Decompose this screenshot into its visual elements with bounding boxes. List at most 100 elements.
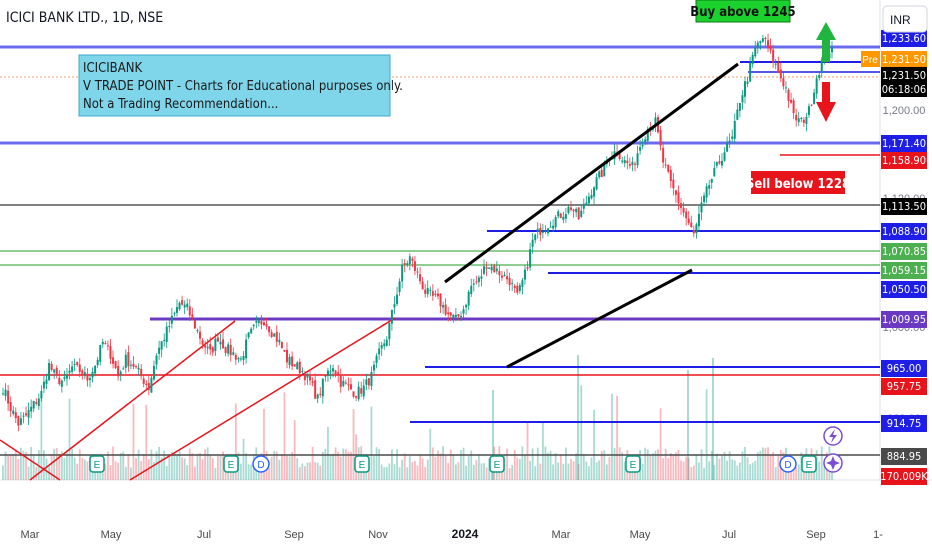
volume-bar [577,463,580,480]
price-level-label: 1,059.15 [881,262,927,279]
volume-spike [712,358,714,480]
volume-bar [434,457,437,480]
horizontal-levels [0,45,880,456]
candle [682,202,685,217]
candle [390,309,393,331]
lightning-icon[interactable] [823,426,843,446]
candle [63,370,66,382]
candle [173,311,176,317]
volume-bar [391,449,393,480]
candle [60,379,63,393]
volume-bar [135,458,137,480]
volume-bar [754,461,757,480]
volume-bar [736,465,739,480]
volume-bar [733,460,736,480]
currency-button[interactable]: INR [882,5,928,33]
candle [127,345,130,372]
dividend-marker-icon[interactable]: D [252,455,270,473]
volume-bar [339,456,342,480]
candle [237,356,240,363]
volume-bar [444,455,447,480]
volume-bar [12,455,15,480]
volume-bar [672,455,675,480]
dividend-marker-icon[interactable]: D [779,455,797,473]
candle [199,325,202,345]
volume-bar [762,447,764,480]
red-channel-upper [29,320,236,481]
volume-bar [35,466,38,480]
candle [562,211,565,224]
volume-bar [178,449,181,480]
candle [309,369,312,386]
red-channel [0,317,396,481]
volume-bar [181,457,184,480]
price-axis: 1,200.001,120.001,000.00920.001,233.60Pr… [861,30,928,485]
candle [265,317,268,330]
earnings-marker-icon[interactable]: E [89,455,105,473]
volume-bar [242,438,245,480]
candle [334,369,337,378]
time-tick-label: Jul [197,529,211,541]
candle [255,315,258,329]
svg-text:1,113.50: 1,113.50 [882,200,926,213]
candle [485,261,488,277]
candle [12,405,15,416]
volume-bar [472,464,475,480]
volume-bar [593,409,595,480]
candle [314,373,317,400]
volume-bar [324,448,327,480]
volume-bar [9,454,12,480]
volume-bar [145,404,148,480]
volume-bar [7,455,10,480]
candle [94,364,97,377]
svg-text:1,158.90: 1,158.90 [882,154,926,167]
volume-bar [616,395,618,480]
candle [813,88,816,105]
volume-bar [22,450,25,480]
candle [715,161,718,169]
candle [17,415,20,432]
volume-bar [350,451,352,480]
volume-bar [623,461,626,480]
candle [692,225,695,238]
volume-bar [692,465,695,480]
earnings-marker-icon[interactable]: E [625,455,641,473]
price-level-label: 1,050.50 [881,281,927,298]
volume-bar [695,454,698,480]
candle [723,147,726,162]
volume-bar [667,458,670,480]
earnings-marker-icon[interactable]: E [354,455,370,473]
candle [293,364,296,367]
volume-bar [30,446,33,480]
candle [741,90,744,110]
note-box: ICICIBANK V TRADE POINT - Charts for Edu… [78,54,403,117]
volume-bar [728,451,731,480]
price-level-label: 1,113.50 [881,198,927,215]
volume-bar [76,463,79,480]
volume-bar [621,452,624,480]
volume-bar [654,450,657,480]
earnings-marker-icon[interactable]: E [223,455,239,473]
volume-bar [544,446,547,480]
candle [626,154,629,170]
volume-bar [268,467,270,480]
note-line-2: V TRADE POINT - Charts for Educational p… [83,79,403,94]
volume-bar [114,461,117,480]
earnings-marker-icon[interactable]: E [801,455,817,473]
candle [774,58,777,70]
volume-bar [137,449,140,480]
volume-bar [705,389,708,480]
time-tick-label: May [630,529,651,541]
sparkle-icon[interactable] [823,453,843,473]
candle [101,338,104,348]
volume-bar [726,460,728,480]
volume-bar [588,466,590,480]
svg-text:E: E [806,460,813,471]
earnings-marker-icon[interactable]: E [489,455,505,473]
candle [385,336,388,347]
volume-bar [283,392,286,480]
candle [495,261,498,275]
candle [245,333,248,364]
volume-bar [411,462,414,480]
